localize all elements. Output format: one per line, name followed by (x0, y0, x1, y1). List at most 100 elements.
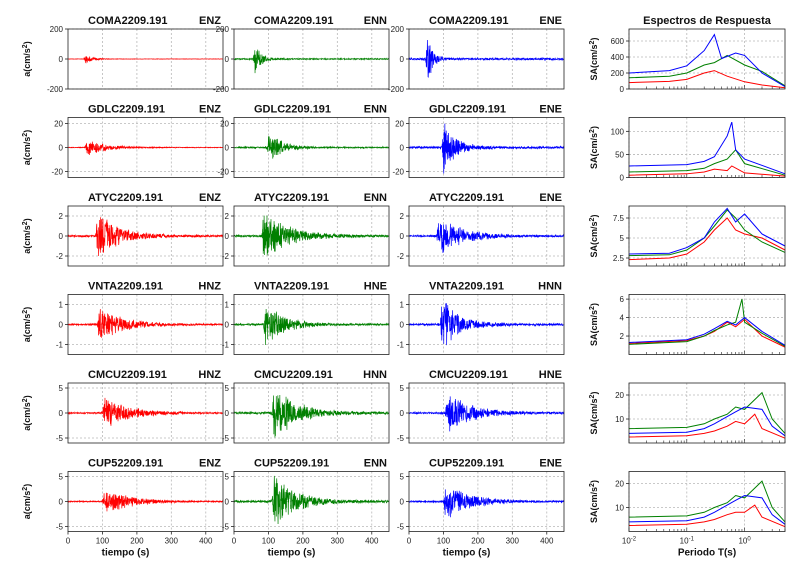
sa-axis-label: SA(cm/s2) (589, 215, 599, 258)
panel-title-station: COMA2209.191 (429, 15, 509, 27)
y-tick-label: 0 (225, 232, 230, 241)
sa-y-tick-label: 6 (620, 295, 625, 304)
period-axis-label: Periodo T(s) (678, 548, 736, 559)
sa-axis-label-exp: 2 (589, 483, 596, 487)
y-axis-label-exp: 2 (22, 487, 29, 491)
sa-y-tick-label: 7.5 (613, 214, 625, 223)
spectra-panel: 0 50 100 SA(cm/s2) (589, 117, 786, 183)
sa-axis-label-exp: 2 (589, 129, 596, 133)
panel-title-station: COMA2209.191 (254, 15, 334, 27)
y-axis-label-exp: 2 (22, 221, 29, 225)
y-axis-label: a(cm/s2) (22, 395, 32, 430)
waveform-panel: CMCU2209.191 HNN 5 0 -5 (222, 369, 390, 444)
waveform-trace (408, 223, 565, 253)
sa-axis-label-unit: SA(cm/s (589, 221, 599, 257)
y-tick-label: -1 (222, 341, 230, 350)
y-tick-label: -5 (56, 434, 64, 443)
spectrum-line (628, 70, 786, 89)
spectrum-line (628, 121, 786, 175)
y-tick-label: 20 (220, 120, 229, 129)
y-axis-label-exp: 2 (22, 398, 29, 402)
spectrum-line (628, 504, 786, 528)
panel-title-channel: ENZ (199, 192, 221, 204)
y-tick-label: 0 (59, 498, 64, 507)
y-axis-label-close: ) (22, 218, 32, 221)
waveform-trace (67, 217, 224, 256)
spectrum-line (628, 207, 786, 255)
waveform-trace (67, 141, 224, 155)
spectrum-line (628, 318, 786, 348)
period-tick-label: 10-1 (680, 537, 695, 546)
y-tick-label: 2 (59, 212, 64, 221)
panel-title-station: GDLC2209.191 (254, 104, 331, 116)
y-axis-label-unit: a(cm/s (22, 314, 32, 343)
sa-axis-label-exp: 2 (589, 217, 596, 221)
spectrum-line (628, 165, 786, 177)
y-axis-label-close: ) (22, 41, 32, 44)
y-tick-label: -20 (217, 168, 229, 177)
waveform-trace (408, 40, 565, 78)
sa-axis-label: SA(cm/s2) (589, 303, 599, 346)
y-axis-label: a(cm/s2) (22, 484, 32, 519)
waveform-panel: CMCU2209.191 HNE 5 0 -5 (397, 369, 565, 444)
x-tick-label: 0 (66, 537, 71, 546)
panel-title-channel: HNE (364, 281, 387, 293)
sa-axis-label-close: ) (589, 392, 599, 395)
waveform-trace (233, 394, 390, 438)
sa-axis-label-exp: 2 (589, 394, 596, 398)
panel-title-station: VNTA2209.191 (254, 281, 329, 293)
y-tick-label: 2 (400, 212, 405, 221)
time-axis-label: tiempo (s) (268, 548, 316, 559)
panel-title-channel: ENE (539, 104, 562, 116)
y-tick-label: 1 (59, 301, 64, 310)
waveform-panel: GDLC2209.191 ENE 20 0 -20 (392, 104, 565, 178)
sa-axis-label-close: ) (589, 215, 599, 218)
waveform-trace (67, 309, 224, 338)
y-tick-label: 2 (225, 212, 230, 221)
y-tick-label: 0 (400, 409, 405, 418)
waveform-panel: VNTA2209.191 HNN 1 0 -1 (397, 281, 565, 355)
y-tick-label: 1 (225, 301, 230, 310)
waveform-panel: COMA2209.191 ENN 200 0 -200 (213, 15, 390, 94)
y-axis-label-exp: 2 (22, 44, 29, 48)
panel-title-station: GDLC2209.191 (429, 104, 506, 116)
sa-axis-label-exp: 2 (589, 40, 596, 44)
y-axis-label-exp: 2 (22, 133, 29, 137)
sa-axis-label-close: ) (589, 38, 599, 41)
sa-y-tick-label: 10 (615, 504, 624, 513)
sa-y-tick-label: 2 (620, 332, 625, 341)
spectrum-line (628, 298, 786, 347)
y-tick-label: -5 (397, 434, 405, 443)
x-tick-label: 0 (407, 537, 412, 546)
waveform-panel: ATYC2209.191 ENZ 2 0 -2 (56, 192, 224, 267)
spectrum-line (628, 316, 786, 346)
y-tick-label: -1 (56, 341, 64, 350)
y-tick-label: -5 (222, 434, 230, 443)
panel-title-station: COMA2209.191 (88, 15, 168, 27)
panel-title-channel: ENZ (199, 15, 221, 27)
panel-title-channel: HNN (363, 369, 387, 381)
waveform-trace (408, 303, 565, 346)
y-tick-label: 200 (391, 25, 405, 34)
y-tick-label: -5 (222, 523, 230, 532)
y-tick-label: 0 (225, 321, 230, 330)
waveform-trace (408, 489, 565, 518)
panel-title-station: VNTA2209.191 (88, 281, 163, 293)
spectra-frame (628, 294, 786, 355)
waveform-trace (233, 49, 390, 74)
sa-y-tick-label: 20 (615, 391, 624, 400)
period-tick-base: 10 (622, 537, 631, 546)
y-tick-label: 0 (400, 321, 405, 330)
y-tick-label: -2 (397, 252, 405, 261)
spectrum-line (628, 494, 786, 525)
sa-y-tick-label: 20 (615, 480, 624, 489)
time-axis-label: tiempo (s) (102, 548, 150, 559)
y-tick-label: -200 (47, 85, 64, 94)
panel-title-station: CMCU2209.191 (429, 369, 508, 381)
spectrum-line (628, 33, 786, 88)
